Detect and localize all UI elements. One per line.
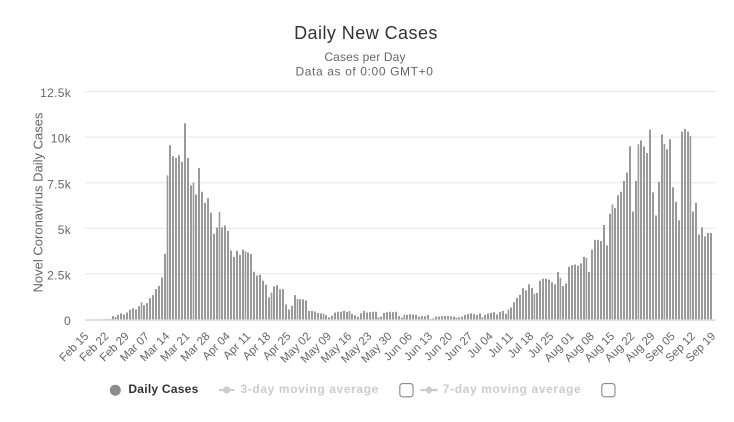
svg-text:Daily Cases: Daily Cases bbox=[128, 382, 198, 396]
svg-text:3-day moving average: 3-day moving average bbox=[241, 382, 379, 396]
svg-text:Daily New Cases: Daily New Cases bbox=[294, 23, 438, 43]
svg-text:Cases per Day: Cases per Day bbox=[324, 50, 405, 64]
svg-text:10k: 10k bbox=[51, 132, 72, 146]
svg-text:7.5k: 7.5k bbox=[47, 177, 72, 191]
svg-text:2.5k: 2.5k bbox=[47, 268, 72, 282]
svg-text:Data as of 0:00 GMT+0: Data as of 0:00 GMT+0 bbox=[295, 64, 433, 78]
svg-text:0: 0 bbox=[64, 314, 71, 328]
svg-text:12.5k: 12.5k bbox=[40, 86, 72, 100]
svg-text:5k: 5k bbox=[58, 223, 72, 237]
svg-text:Novel Coronavirus Daily Cases: Novel Coronavirus Daily Cases bbox=[31, 112, 46, 292]
svg-text:7-day moving average: 7-day moving average bbox=[443, 382, 581, 396]
